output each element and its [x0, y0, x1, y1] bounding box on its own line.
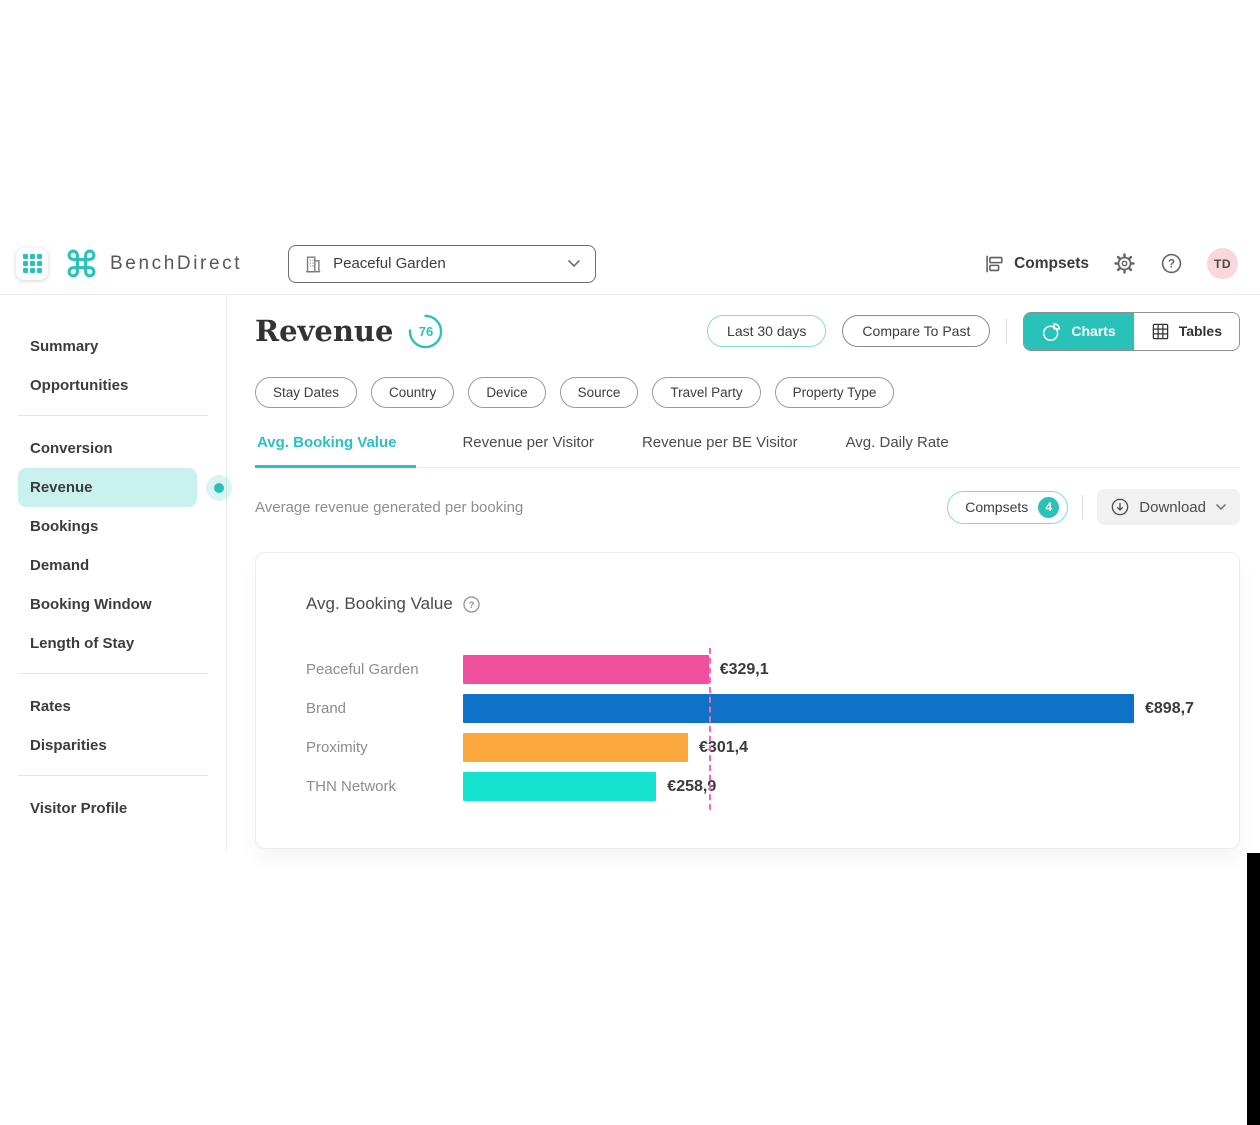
chart-row-proximity: Proximity €301,4	[306, 728, 1219, 767]
chart-row-peaceful-garden: Peaceful Garden €329,1	[306, 650, 1219, 689]
chart-title: Avg. Booking Value	[306, 594, 453, 613]
divider	[1006, 319, 1008, 343]
tab-revenue-per-be-visitor[interactable]: Revenue per BE Visitor	[641, 434, 798, 451]
filter-country[interactable]: Country	[371, 377, 455, 408]
compsets-menu-button[interactable]: Compsets	[983, 253, 1089, 275]
bar-label-proximity: Proximity	[306, 739, 368, 756]
sidebar-item-demand[interactable]: Demand	[30, 557, 90, 574]
bar-value-thn-network: €258,9	[667, 777, 717, 795]
toggle-charts[interactable]: Charts	[1024, 312, 1133, 350]
settings-button[interactable]	[1113, 252, 1136, 275]
sidebar-item-booking-window[interactable]: Booking Window	[30, 596, 152, 613]
metric-tabs: Avg. Booking Value Revenue per Visitor Rev…	[255, 434, 1240, 468]
download-button[interactable]: Download	[1097, 489, 1240, 525]
filter-property-type[interactable]: Property Type	[774, 377, 895, 408]
active-section-dot-icon	[206, 474, 232, 501]
toggle-tables[interactable]: Tables	[1132, 312, 1239, 350]
tab-avg-booking-value[interactable]: Avg. Booking Value	[255, 434, 417, 468]
svg-text:?: ?	[1168, 259, 1175, 271]
chart-row-brand: Brand €898,7	[306, 689, 1219, 728]
filter-stay-dates[interactable]: Stay Dates	[255, 377, 358, 408]
sidebar-item-bookings[interactable]: Bookings	[30, 518, 99, 535]
bar-value-brand: €898,7	[1145, 699, 1194, 717]
chevron-down-icon	[1215, 503, 1227, 511]
benchdirect-app-window: BenchDirect Peaceful Garden Compsets	[0, 233, 1260, 853]
date-range-button[interactable]: Last 30 days	[707, 315, 827, 347]
bar-thn-network[interactable]	[463, 772, 657, 801]
filter-bar: Stay Dates Country Device Source Travel Part…	[255, 377, 1240, 408]
grid-icon	[22, 254, 42, 273]
svg-text:?: ?	[468, 600, 474, 611]
bar-brand[interactable]	[463, 694, 1134, 723]
sidebar-item-conversion[interactable]: Conversion	[30, 440, 113, 457]
bar-peaceful-garden[interactable]	[463, 655, 709, 684]
tab-revenue-per-visitor[interactable]: Revenue per Visitor	[462, 434, 594, 451]
filter-device[interactable]: Device	[468, 377, 546, 408]
app-launcher-button[interactable]	[16, 247, 48, 280]
bar-track: €258,9	[463, 767, 1219, 806]
brand-name: BenchDirect	[110, 252, 243, 274]
main-content: Revenue 76 Last 30 days Compare To Past	[227, 295, 1260, 852]
gear-icon	[1114, 253, 1135, 274]
bar-value-proximity: €301,4	[699, 738, 748, 756]
divider	[1082, 495, 1084, 519]
sidebar-item-visitor-profile[interactable]: Visitor Profile	[30, 800, 128, 817]
top-header: BenchDirect Peaceful Garden Compsets	[0, 233, 1260, 295]
metric-description: Average revenue generated per booking	[255, 498, 524, 516]
filter-travel-party[interactable]: Travel Party	[652, 377, 761, 408]
bar-value-peaceful-garden: €329,1	[719, 660, 769, 678]
chevron-down-icon	[568, 259, 581, 268]
score-badge: 76	[408, 314, 443, 349]
download-icon	[1111, 498, 1129, 516]
bar-proximity[interactable]	[463, 733, 689, 762]
sidebar-divider	[18, 673, 208, 674]
bar-label-peaceful-garden: Peaceful Garden	[306, 661, 419, 678]
bar-track: €301,4	[463, 728, 1219, 767]
sidebar-item-length-of-stay[interactable]: Length of Stay	[30, 635, 135, 652]
compare-to-past-button[interactable]: Compare To Past	[842, 315, 991, 347]
score-ring-icon	[409, 314, 443, 348]
sidebar-item-opportunities[interactable]: Opportunities	[30, 377, 129, 394]
chart-card: Avg. Booking Value ? Peaceful Garden €329…	[255, 552, 1240, 849]
chart-help-icon[interactable]: ?	[462, 595, 481, 614]
compsets-icon	[986, 255, 1003, 272]
bar-track: €329,1	[463, 650, 1219, 689]
sidebar-item-revenue[interactable]: Revenue	[18, 468, 232, 507]
bar-label-thn-network: THN Network	[306, 778, 397, 795]
bar-track: €898,7	[463, 689, 1219, 728]
chart-row-thn-network: THN Network €258,9	[306, 767, 1219, 806]
help-icon: ?	[1161, 253, 1182, 274]
pie-chart-icon	[1043, 322, 1061, 341]
building-icon	[306, 255, 321, 272]
page-title: Revenue	[255, 314, 394, 348]
property-selector[interactable]: Peaceful Garden	[288, 244, 597, 283]
reference-line	[708, 648, 711, 810]
sidebar-divider	[18, 415, 208, 416]
view-toggle: Charts Tables	[1023, 311, 1240, 351]
sidebar-divider	[18, 775, 208, 776]
bar-chart: Peaceful Garden €329,1 Brand €898,7 Proximit…	[306, 648, 1219, 810]
bar-label-brand: Brand	[306, 700, 347, 717]
filter-source[interactable]: Source	[559, 377, 639, 408]
tab-avg-daily-rate[interactable]: Avg. Daily Rate	[845, 434, 949, 451]
property-selector-value: Peaceful Garden	[333, 255, 446, 272]
compsets-filter-button[interactable]: Compsets 4	[947, 490, 1069, 524]
sidebar-item-summary[interactable]: Summary	[30, 338, 99, 355]
screenshot-edge-bottom-right	[1247, 853, 1260, 1125]
user-avatar[interactable]: TD	[1207, 248, 1238, 279]
sidebar-item-disparities[interactable]: Disparities	[30, 737, 107, 754]
help-button[interactable]: ?	[1160, 252, 1183, 275]
compsets-menu-label: Compsets	[1014, 254, 1089, 272]
sidebar-item-rates[interactable]: Rates	[30, 698, 71, 715]
sidebar-nav: Summary Opportunities Conversion Revenue Boo…	[0, 295, 232, 852]
command-logo-icon	[67, 249, 96, 278]
table-icon	[1152, 323, 1168, 339]
compsets-count-badge: 4	[1038, 496, 1060, 518]
